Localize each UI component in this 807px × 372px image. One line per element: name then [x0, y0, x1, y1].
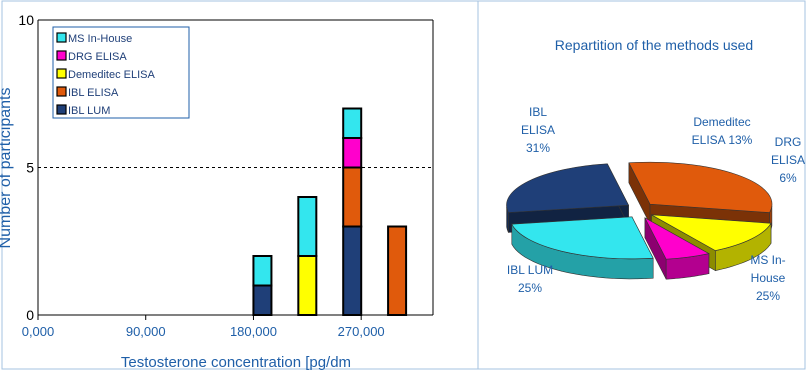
pie-slice-label: 31%	[526, 141, 550, 155]
bar-segment	[297, 255, 318, 316]
x-tick-label: 0,000	[22, 324, 55, 339]
y-tick-label: 10	[18, 12, 34, 28]
pie-panel-border	[477, 0, 806, 370]
y-axis-label: Number of participants	[0, 88, 14, 249]
pie-slice-label: ELISA	[771, 153, 805, 167]
y-tick-labels: 0 5 10	[18, 12, 34, 323]
x-tick-label: 90,000	[126, 324, 166, 339]
bar-segment	[342, 225, 363, 316]
bar-segment	[342, 137, 363, 169]
legend-swatch	[56, 86, 67, 97]
legend-swatch	[56, 50, 67, 61]
pie-slice-label: 6%	[779, 171, 797, 185]
pie-slice	[511, 216, 654, 280]
pie-slices	[506, 161, 773, 280]
bar-segments	[252, 107, 408, 316]
pie-slice-label: ELISA	[521, 123, 555, 137]
pie-slice-label: 25%	[756, 289, 780, 303]
pie-title: Repartition of the methods used	[555, 37, 753, 53]
bar-segment	[342, 166, 363, 228]
bar-segment	[252, 284, 273, 316]
pie-slice-label: DRG	[775, 135, 802, 149]
pie-slice-top	[644, 217, 710, 260]
legend-label: MS In-House	[68, 33, 132, 45]
bar-segment	[297, 196, 318, 257]
pie-labels: IBL ELISA 31% Demeditec ELISA 13% DRG ELISA 6% M…	[507, 105, 805, 303]
bar-segment	[252, 255, 273, 287]
legend-label: IBL LUM	[68, 105, 110, 117]
legend-box	[52, 26, 190, 119]
legend-swatch	[56, 32, 67, 43]
pie-slice-label: 25%	[518, 281, 542, 295]
legend-label: IBL ELISA	[68, 87, 119, 99]
pie-slice	[644, 217, 710, 280]
legend: MS In-House DRG ELISA Demeditec ELISA IBL E…	[52, 26, 190, 119]
pie-slice-top	[506, 163, 630, 213]
pie-slice-top	[628, 161, 773, 213]
pie-slice-top	[511, 216, 654, 260]
y-tick-label: 5	[26, 160, 34, 176]
pie-slice-label: Demeditec	[693, 115, 750, 129]
legend-label: DRG ELISA	[68, 51, 127, 63]
pie-slice-label: MS In-	[750, 253, 785, 267]
pie-chart: Repartition of the methods used IBL ELISA…	[506, 37, 805, 303]
bar-segment	[387, 225, 408, 316]
legend-items: MS In-House DRG ELISA Demeditec ELISA IBL E…	[56, 32, 155, 117]
y-tick-label: 0	[26, 307, 34, 323]
x-tick-label: 270,000	[338, 324, 385, 339]
legend-swatch	[56, 104, 67, 115]
pie-slice-label: ELISA 13%	[692, 133, 753, 147]
x-tick-label: 180,000	[230, 324, 277, 339]
x-tick-labels: 0,000 90,000 180,000 270,000	[22, 315, 385, 339]
legend-swatch	[56, 68, 67, 79]
pie-slice-label: IBL	[529, 105, 547, 119]
bar-segment	[342, 107, 363, 139]
pie-slice-top	[651, 214, 772, 251]
bar-chart: 0 5 10 0,000 90,000 180,000 270,000 Number of…	[0, 12, 434, 371]
pie-slice-label: House	[751, 271, 786, 285]
x-axis-label: Testosterone concentration [pg/dm	[121, 354, 351, 371]
legend-label: Demeditec ELISA	[68, 69, 155, 81]
pie-slice-label: IBL LUM	[507, 263, 553, 277]
